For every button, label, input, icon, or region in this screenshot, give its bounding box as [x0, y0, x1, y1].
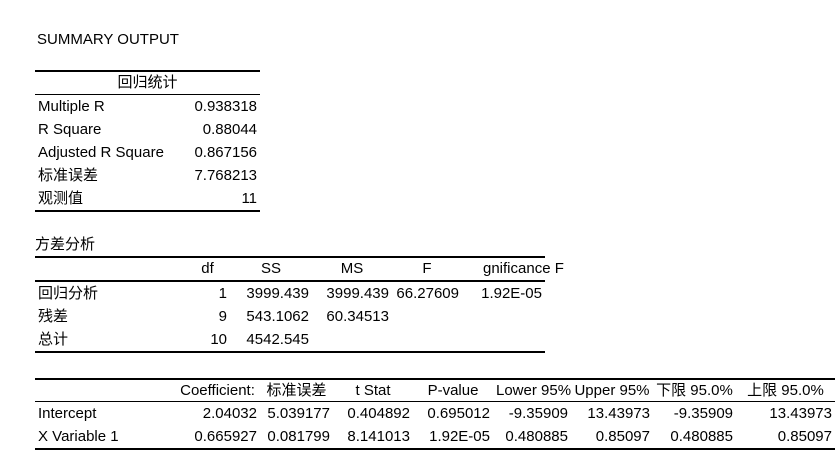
anova-header-blank — [35, 256, 185, 282]
stat-value-standard-error: 7.768213 — [194, 167, 258, 184]
table-row: 观测值 11 — [35, 187, 261, 212]
anova-row-label-total: 总计 — [35, 328, 185, 353]
anova-residual-ss: 543.1062 — [246, 308, 309, 325]
anova-header-ms: MS — [312, 256, 392, 282]
coefficients-table: Coefficient: 标准误差 t Stat P-value Lower 9… — [35, 378, 835, 450]
anova-regression-df: 1 — [218, 285, 227, 302]
intercept-coefficient: 2.04032 — [202, 405, 257, 422]
table-row: Intercept 2.04032 5.039177 0.404892 0.69… — [35, 402, 835, 426]
coefficients-header-blank — [35, 378, 175, 402]
intercept-lower-95: -9.35909 — [508, 405, 568, 422]
coefficients-row-label-x-variable-1: X Variable 1 — [35, 425, 175, 450]
stat-label-r-square: R Square — [38, 121, 102, 138]
stat-value-adjusted-r-square: 0.867156 — [194, 144, 258, 161]
intercept-p-value: 0.695012 — [427, 405, 490, 422]
anova-header-significance-f: gnificance F — [462, 256, 564, 282]
table-row: R Square 0.88044 — [35, 118, 260, 141]
table-row: 残差 9 543.1062 60.34513 — [35, 305, 545, 328]
coefficients-header-upper-95: Upper 95% — [571, 378, 653, 402]
coefficients-header-row: Coefficient: 标准误差 t Stat P-value Lower 9… — [35, 378, 835, 402]
table-row: 总计 10 4542.545 — [35, 328, 545, 353]
anova-regression-f: 66.27609 — [396, 285, 459, 302]
x-variable-1-upper-95-0: 0.85097 — [736, 425, 835, 450]
x-variable-1-upper-95: 0.85097 — [571, 425, 653, 450]
anova-total-ss: 4542.545 — [230, 328, 312, 353]
x-variable-1-lower-95: 0.480885 — [493, 425, 571, 450]
stat-label-multiple-r: Multiple R — [38, 98, 105, 115]
stat-value-observations: 11 — [180, 187, 261, 212]
table-row: Multiple R 0.938318 — [35, 95, 260, 119]
anova-table: df SS MS F gnificance F 回归分析 1 3999.439 … — [35, 256, 564, 353]
intercept-standard-error: 5.039177 — [267, 405, 330, 422]
x-variable-1-standard-error: 0.081799 — [260, 425, 333, 450]
anova-header-df: df — [185, 256, 230, 282]
x-variable-1-coefficient: 0.665927 — [175, 425, 260, 450]
coefficients-header-coefficients: Coefficient: — [175, 378, 260, 402]
coefficients-header-standard-error: 标准误差 — [260, 378, 333, 402]
regression-stats-table: 回归统计 Multiple R 0.938318 R Square 0.8804… — [35, 70, 261, 212]
anova-residual-ms: 60.34513 — [326, 308, 389, 325]
regression-stats-header-row: 回归统计 — [35, 70, 261, 95]
anova-total-df: 10 — [185, 328, 230, 353]
anova-residual-df: 9 — [218, 308, 227, 325]
table-row: X Variable 1 0.665927 0.081799 8.141013 … — [35, 425, 835, 450]
stat-label-adjusted-r-square: Adjusted R Square — [38, 144, 164, 161]
coefficients-header-lower-95: Lower 95% — [493, 378, 571, 402]
table-row: 回归分析 1 3999.439 3999.439 66.27609 1.92E-… — [35, 281, 545, 305]
table-row: Adjusted R Square 0.867156 — [35, 141, 260, 164]
anova-section-label: 方差分析 — [35, 236, 96, 253]
coefficients-row-label-intercept: Intercept — [38, 405, 97, 422]
intercept-lower-95-0: -9.35909 — [673, 405, 733, 422]
coefficients-header-p-value: P-value — [413, 378, 493, 402]
anova-regression-ms: 3999.439 — [326, 285, 389, 302]
coefficients-header-lower-95-0: 下限 95.0% — [653, 378, 736, 402]
stat-value-r-square: 0.88044 — [202, 121, 258, 138]
x-variable-1-lower-95-0: 0.480885 — [653, 425, 736, 450]
anova-regression-sig-f: 1.92E-05 — [481, 285, 542, 302]
summary-output-title: SUMMARY OUTPUT — [37, 31, 179, 48]
intercept-upper-95-0: 13.43973 — [769, 405, 832, 422]
stat-value-multiple-r: 0.938318 — [194, 98, 258, 115]
intercept-t-stat: 0.404892 — [347, 405, 410, 422]
stat-label-standard-error: 标准误差 — [38, 167, 99, 184]
x-variable-1-p-value: 1.92E-05 — [413, 425, 493, 450]
anova-row-label-residual: 残差 — [38, 308, 69, 325]
table-row: 标准误差 7.768213 — [35, 164, 260, 187]
coefficients-header-t-stat: t Stat — [333, 378, 413, 402]
coefficients-header-upper-95-0: 上限 95.0% — [736, 378, 835, 402]
anova-row-label-regression: 回归分析 — [38, 285, 99, 302]
regression-stats-header: 回归统计 — [35, 70, 261, 95]
intercept-upper-95: 13.43973 — [587, 405, 650, 422]
anova-header-row: df SS MS F gnificance F — [35, 256, 564, 282]
anova-header-f: F — [392, 256, 462, 282]
anova-regression-ss: 3999.439 — [246, 285, 309, 302]
stat-label-observations: 观测值 — [35, 187, 180, 212]
x-variable-1-t-stat: 8.141013 — [333, 425, 413, 450]
anova-header-ss: SS — [230, 256, 312, 282]
